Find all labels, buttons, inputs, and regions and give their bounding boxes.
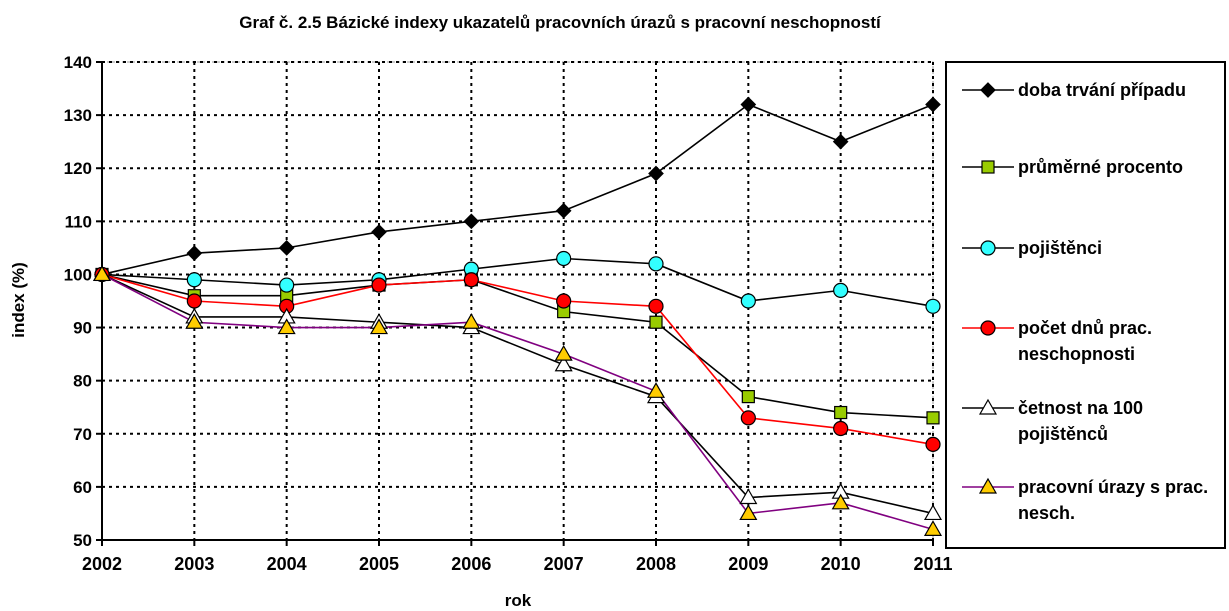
data-point (278, 240, 295, 256)
data-point (186, 245, 203, 262)
x-tick-label: 2011 (913, 554, 952, 574)
y-tick-label: 60 (73, 478, 92, 497)
data-point (648, 165, 664, 182)
y-axis-label: index (%) (9, 262, 28, 338)
legend-label: četnost na 100 pojištěnců (1018, 398, 1144, 444)
data-point (463, 272, 479, 288)
data-point (740, 96, 757, 113)
data-point (463, 213, 480, 230)
legend-label: průměrné procento (1018, 157, 1184, 177)
y-tick-label: 80 (73, 372, 92, 391)
data-point (554, 355, 573, 372)
series-line (101, 257, 934, 308)
series-line (101, 273, 934, 446)
x-tick-label: 2004 (267, 554, 307, 574)
chart-title: Graf č. 2.5 Bázické indexy ukazatelů pra… (239, 13, 882, 32)
data-point (555, 202, 572, 219)
x-tick-label: 2002 (82, 554, 122, 574)
data-point (279, 277, 295, 293)
data-point (369, 318, 389, 335)
legend-marker (980, 320, 996, 336)
series-line (101, 273, 934, 515)
data-point (648, 256, 664, 272)
legend-marker (978, 398, 998, 415)
data-point (925, 436, 941, 452)
x-tick-label: 2006 (451, 554, 491, 574)
data-point (834, 405, 848, 420)
data-point (186, 272, 202, 288)
data-point (648, 298, 664, 314)
data-point (741, 390, 755, 404)
series-line (101, 273, 934, 531)
data-point (925, 96, 941, 113)
data-point (832, 133, 849, 150)
legend-label: doba trvání případu (1018, 80, 1187, 100)
data-point (186, 293, 202, 309)
legend-marker (980, 82, 996, 98)
y-tick-label: 50 (73, 531, 92, 550)
data-point (185, 313, 204, 329)
data-point (739, 488, 758, 505)
data-point (462, 313, 481, 329)
legend-label: pracovní úrazy s prac. nesch. (1018, 477, 1209, 523)
x-tick-label: 2007 (544, 554, 584, 574)
y-tick-label: 100 (64, 265, 92, 284)
legend-label: počet dnů prac. neschopnosti (1018, 318, 1153, 364)
data-point (92, 265, 112, 282)
legend-box (945, 61, 1226, 549)
y-tick-label: 90 (73, 319, 92, 338)
y-tick-label: 70 (73, 425, 92, 444)
y-tick-label: 120 (64, 159, 92, 178)
series-line (101, 103, 934, 276)
data-point (925, 298, 941, 314)
data-point (277, 318, 296, 335)
data-point (923, 504, 943, 521)
y-tick-label: 110 (65, 212, 92, 231)
y-tick-label: 130 (64, 106, 92, 125)
data-point (740, 293, 756, 309)
x-tick-label: 2010 (821, 554, 861, 574)
data-point (554, 344, 573, 361)
x-tick-label: 2005 (359, 554, 399, 574)
y-tick-label: 140 (64, 53, 92, 72)
data-point (646, 382, 666, 398)
x-tick-label: 2008 (636, 554, 676, 574)
data-point (739, 504, 758, 521)
x-axis-label: rok (505, 591, 532, 610)
data-point (556, 250, 572, 267)
plot-border (101, 61, 934, 541)
legend-marker (980, 240, 996, 256)
data-point (556, 293, 572, 309)
series-line (101, 273, 934, 419)
data-point (649, 315, 663, 329)
x-tick-label: 2009 (728, 554, 768, 574)
x-tick-label: 2003 (174, 554, 214, 574)
legend-label: pojištěnci (1018, 238, 1103, 258)
data-point (833, 420, 849, 437)
data-point (833, 282, 849, 298)
data-point (923, 520, 943, 536)
legend-marker (978, 477, 998, 494)
data-point (371, 224, 387, 240)
legend-marker (981, 160, 995, 174)
data-point (831, 493, 850, 510)
data-point (371, 277, 387, 293)
data-point (926, 411, 940, 425)
data-point (740, 410, 756, 426)
